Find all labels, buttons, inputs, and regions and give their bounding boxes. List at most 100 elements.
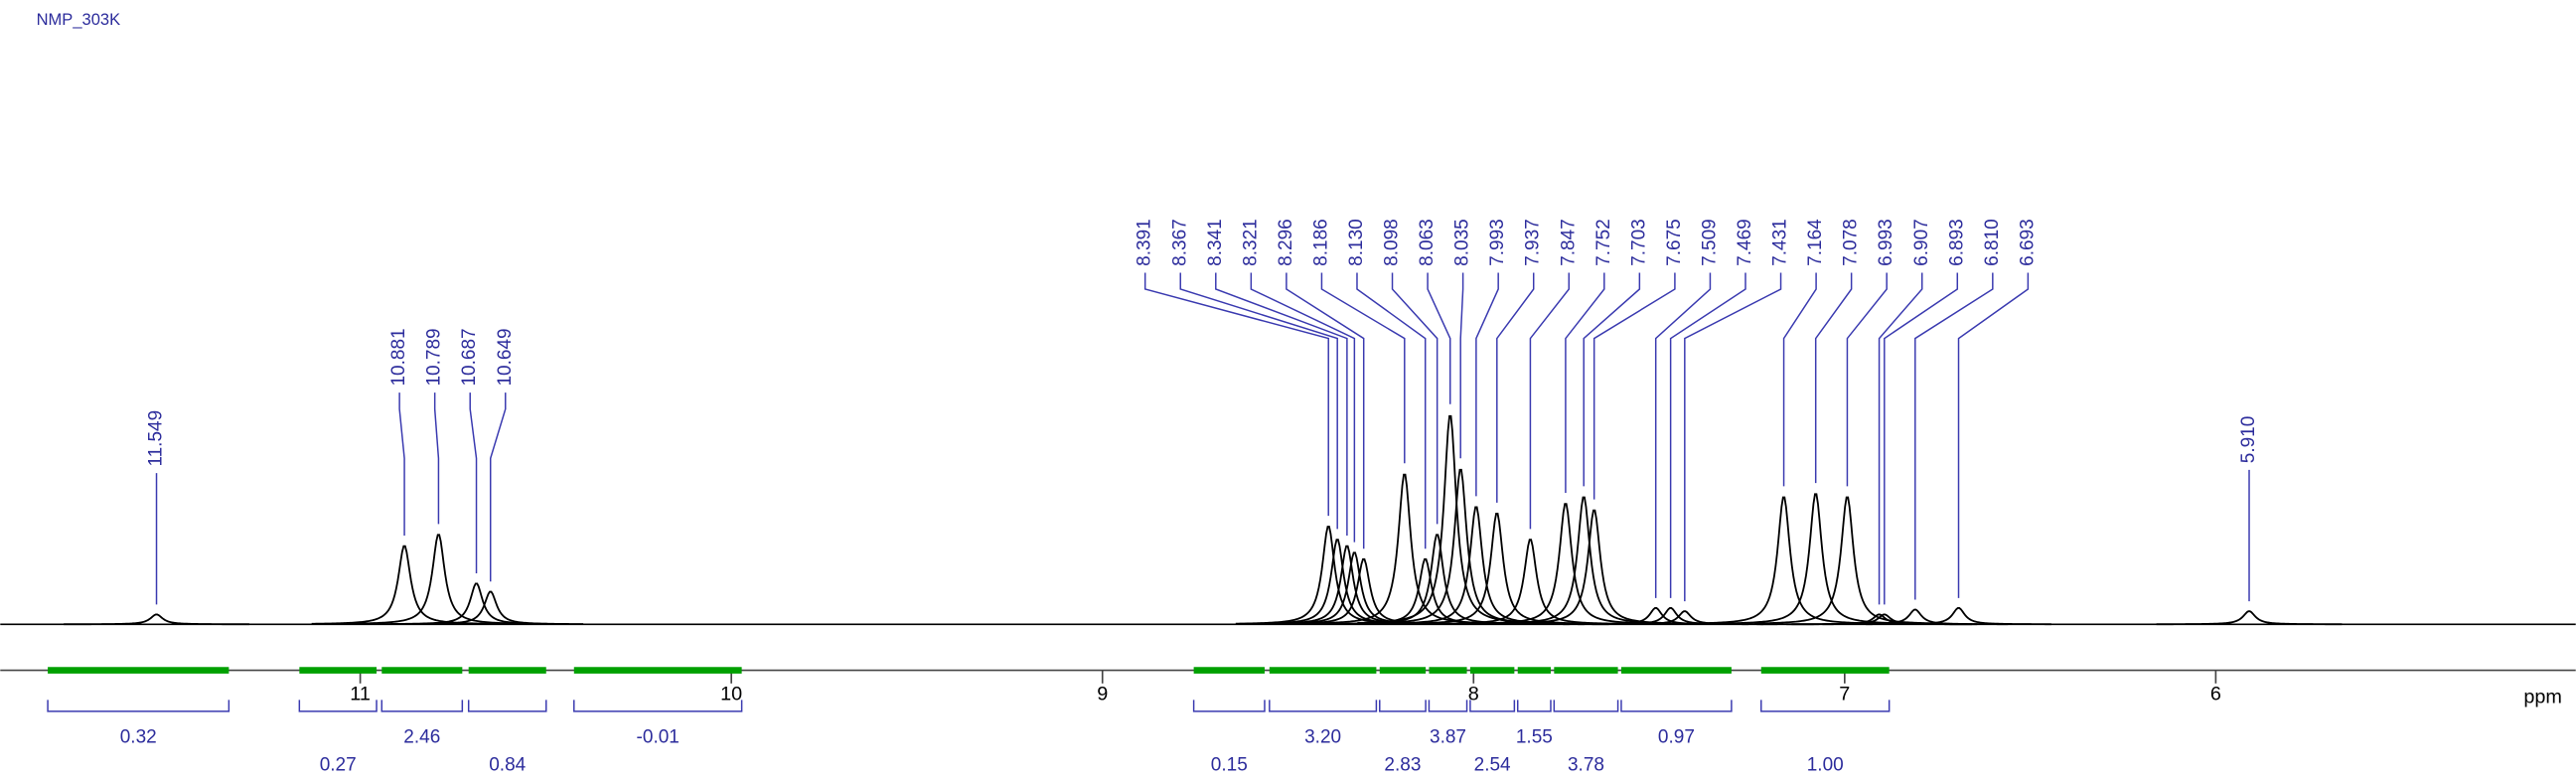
x-axis-label: ppm (2523, 687, 2562, 708)
peak-leader (1684, 272, 1782, 602)
peak-label: 8.296 (1276, 219, 1296, 266)
integral-bracket (467, 700, 547, 712)
chart-title: NMP_303K (37, 10, 120, 29)
integral-label: -0.01 (637, 726, 680, 747)
peak-label: 8.186 (1310, 219, 1331, 266)
peak (1591, 610, 1778, 626)
peak (346, 534, 531, 625)
peak-leader (1529, 272, 1571, 530)
peak-leader (398, 392, 405, 536)
integral-bracket (1553, 700, 1619, 712)
peak-leader (1179, 272, 1338, 530)
integral-bracket (1760, 700, 1891, 712)
peak-label: 6.893 (1946, 219, 1967, 266)
peak-leader (433, 392, 440, 525)
integral-region (1517, 667, 1551, 674)
integral-label: 1.55 (1516, 726, 1553, 747)
peak-leader (1286, 272, 1365, 549)
integral-label: 0.84 (489, 754, 526, 775)
integral-bracket (47, 700, 230, 712)
peak (1691, 496, 1877, 625)
peak-leader (1884, 272, 1959, 605)
integral-region (1620, 667, 1732, 674)
peak (1357, 414, 1544, 624)
integral-region (381, 667, 463, 674)
peak-label: 7.752 (1593, 219, 1614, 266)
integral-region (48, 667, 229, 674)
x-tick-label: 6 (2210, 683, 2221, 704)
peak-label: 8.098 (1382, 219, 1403, 266)
peak-label: 8.063 (1417, 219, 1438, 266)
peak-leader (1583, 272, 1641, 487)
peak-leader (1143, 272, 1329, 517)
peak-leader (1878, 272, 1923, 605)
integral-bracket (1516, 700, 1552, 712)
peak-leader (1215, 272, 1348, 536)
peak-label: 6.810 (1982, 219, 2003, 266)
integral-label: 2.83 (1384, 754, 1421, 775)
peak (311, 545, 498, 625)
peak-label: 6.993 (1876, 219, 1896, 266)
integral-region (468, 667, 546, 674)
integral-bracket (1192, 700, 1266, 712)
integral-label: 0.27 (320, 754, 357, 775)
peak-leader (1669, 272, 1746, 598)
integral-bracket (1379, 700, 1427, 712)
x-tick-label: 10 (720, 683, 742, 704)
peak-label: 7.993 (1487, 219, 1508, 266)
peak-leader (489, 392, 507, 582)
peak (1404, 513, 1591, 625)
peak-leader (1427, 272, 1451, 404)
x-tick-label: 11 (350, 683, 371, 704)
integral-label: 0.32 (120, 726, 157, 747)
integral-label: 2.54 (1474, 754, 1511, 775)
x-tick-label: 7 (1839, 683, 1850, 704)
integral-bracket (1269, 700, 1378, 712)
integral-label: 0.97 (1658, 726, 1695, 747)
peak-leader (1914, 272, 1994, 600)
peak (1754, 496, 1940, 625)
peak-label: 7.078 (1841, 219, 1862, 266)
peak-label: 8.321 (1240, 219, 1261, 266)
peak-leader (1957, 272, 2030, 598)
peak (1822, 608, 2009, 626)
integral-bracket (380, 700, 464, 712)
integral-bracket (1620, 700, 1733, 712)
peak-label: 7.509 (1699, 219, 1720, 266)
peak-label: 10.649 (495, 328, 516, 386)
peak (1723, 493, 1909, 625)
peak-label: 8.391 (1135, 219, 1155, 266)
integral-region (1269, 667, 1377, 674)
peak-label: 10.687 (459, 328, 480, 386)
integral-region (1760, 667, 1890, 674)
integral-label: 1.00 (1807, 754, 1844, 775)
x-tick-label: 9 (1097, 683, 1108, 704)
integral-label: 3.20 (1304, 726, 1341, 747)
integral-bracket (1428, 700, 1468, 712)
peak-label: 8.035 (1452, 219, 1473, 266)
integral-region (1193, 667, 1265, 674)
peak-label: 7.937 (1523, 219, 1544, 266)
peak-leader (1496, 272, 1535, 503)
integral-label: 3.78 (1568, 754, 1604, 775)
peak-leader (1654, 272, 1712, 598)
peak (64, 613, 249, 626)
integral-region (573, 667, 742, 674)
integral-bracket (573, 700, 743, 712)
peak-label: 6.907 (1911, 219, 1932, 266)
peak-leader (1475, 272, 1499, 497)
x-tick-label: 8 (1468, 683, 1479, 704)
peak (1490, 496, 1677, 625)
integral-label: 0.15 (1211, 754, 1248, 775)
integral-label: 3.87 (1430, 726, 1466, 747)
peak-leader (1391, 272, 1439, 525)
peak-leader (1320, 272, 1406, 464)
peak-label: 7.703 (1628, 219, 1649, 266)
peak-label: 10.789 (424, 328, 445, 386)
peak-label: 8.341 (1205, 219, 1226, 266)
peak-label: 7.847 (1558, 219, 1579, 266)
peak (1501, 509, 1688, 625)
peak-label: 8.130 (1346, 219, 1367, 266)
